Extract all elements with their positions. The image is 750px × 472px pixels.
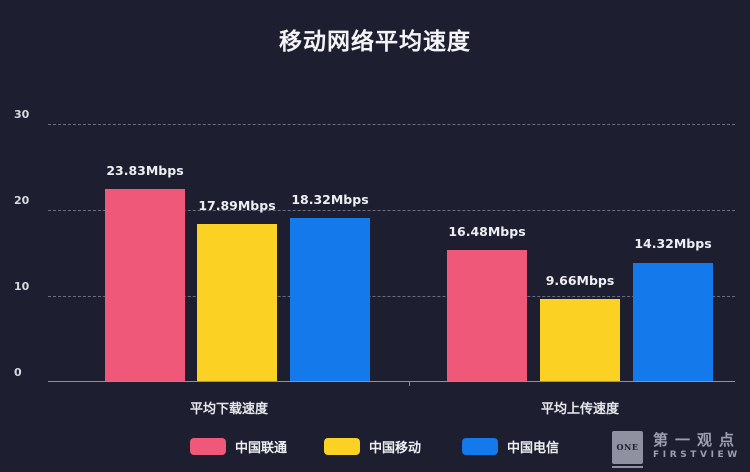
bar-label-telecom-upload: 14.32Mbps [634,236,712,251]
chart-title: 移动网络平均速度 [279,29,471,55]
legend-label-unicom: 中国联通 [235,440,288,456]
legend: 中国联通 中国移动 中国电信 [0,434,750,458]
y-tick-20: 20 [14,194,30,207]
gridline-30 [48,124,735,125]
logo-mark-text: ONE [616,442,639,452]
gridline-10 [48,296,735,297]
legend-label-telecom: 中国电信 [507,440,560,456]
bar-label-mobile-upload: 9.66Mbps [545,273,615,288]
bar-label-mobile-download: 17.89Mbps [198,198,276,213]
watermark-name-cn: 第一观点 [653,431,742,449]
bar-label-unicom-upload: 16.48Mbps [448,224,526,239]
category-label-download: 平均下载速度 [189,402,268,417]
bar-unicom-download[interactable] [105,189,185,381]
legend-item-mobile[interactable]: 中国移动 [324,434,421,458]
gridline-20 [48,210,735,211]
bar-label-telecom-download: 18.32Mbps [291,192,369,207]
bar-telecom-upload[interactable] [633,263,713,381]
y-tick-10: 10 [14,280,30,293]
category-label-upload: 平均上传速度 [540,402,619,417]
watermark-name-en: FIRSTVIEW [653,450,741,460]
legend-label-mobile: 中国移动 [369,440,422,456]
legend-swatch-unicom [190,437,226,455]
legend-item-telecom[interactable]: 中国电信 [462,434,559,458]
legend-swatch-telecom [462,437,498,455]
watermark-logo: ONE 第一观点 FIRSTVIEW [612,429,742,468]
bar-unicom-upload[interactable] [447,250,527,381]
bar-telecom-download[interactable] [290,218,370,381]
bar-mobile-download[interactable] [197,224,277,381]
x-axis-line [48,381,735,382]
y-tick-0: 0 [14,366,22,379]
firstview-logo-icon: ONE [612,430,643,468]
bar-mobile-upload[interactable] [540,299,620,381]
bar-label-unicom-download: 23.83Mbps [106,163,184,178]
legend-swatch-mobile [324,437,360,455]
y-tick-30: 30 [14,108,30,121]
x-axis-tick [409,381,410,386]
legend-item-unicom[interactable]: 中国联通 [190,434,287,458]
